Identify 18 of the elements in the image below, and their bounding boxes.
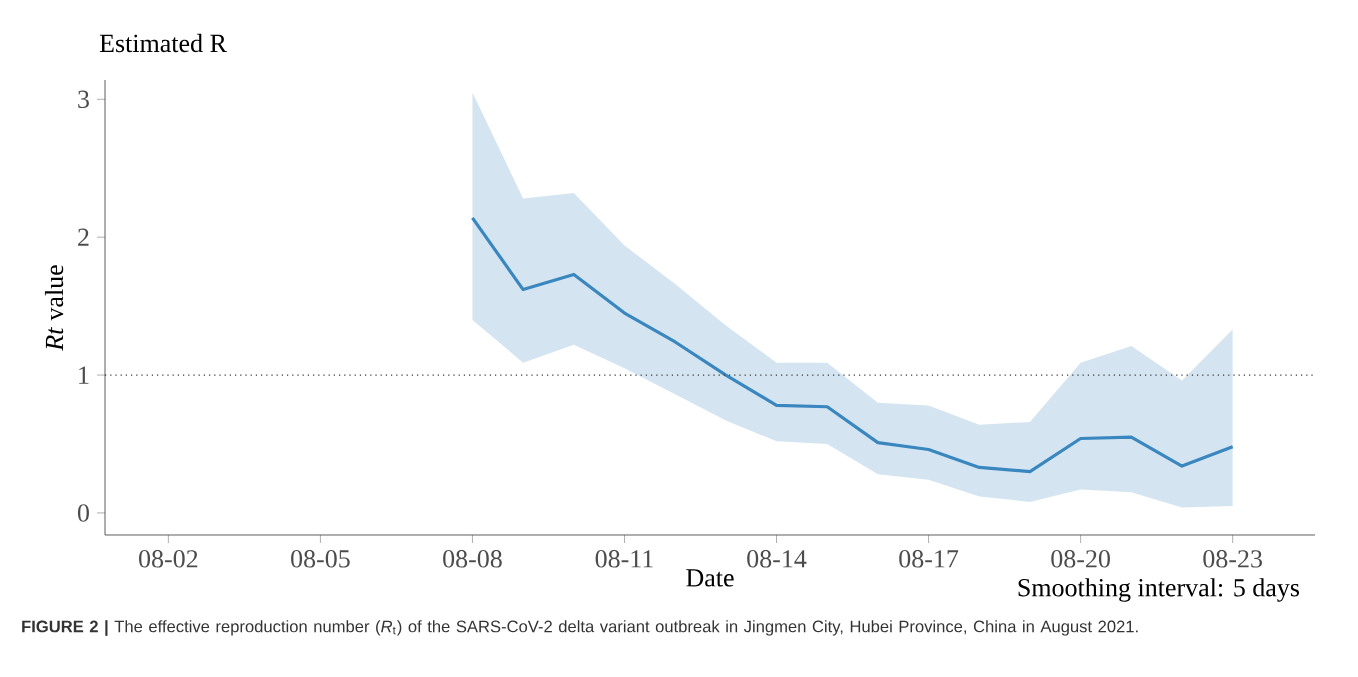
y-tick-label: 1 [79, 366, 89, 384]
x-tick-label: 08-17 [899, 550, 959, 568]
chart-title: Estimated R [99, 33, 227, 53]
x-tick-label: 08-08 [443, 550, 502, 568]
x-tick-label: 08-20 [1051, 550, 1110, 568]
y-tick-label: 3 [78, 90, 89, 109]
x-tick-label: 08-23 [1203, 550, 1262, 568]
x-tick-label: 08-14 [747, 550, 807, 568]
line-series [470, 216, 1235, 474]
x-tick-label: 08-05 [291, 550, 350, 568]
text: FIGURE 2 | The effective reproduction number (R$_{t}$) of the SARS-CoV-2 delta variant outbreak in Jingmen City, Hubei Province, China in August 2021. [22, 620, 1138, 636]
y-tick-label: 0 [77, 504, 89, 522]
x-tick-label: 08-02 [139, 550, 198, 568]
y-tick-label: 2 [78, 228, 89, 246]
x-tick-label: 08-11 [595, 550, 653, 568]
text: Smoothing interval: 5 days [1018, 578, 1300, 602]
x-axis-title: Date [686, 569, 734, 587]
y-axis-title: Rt value [44, 265, 64, 351]
